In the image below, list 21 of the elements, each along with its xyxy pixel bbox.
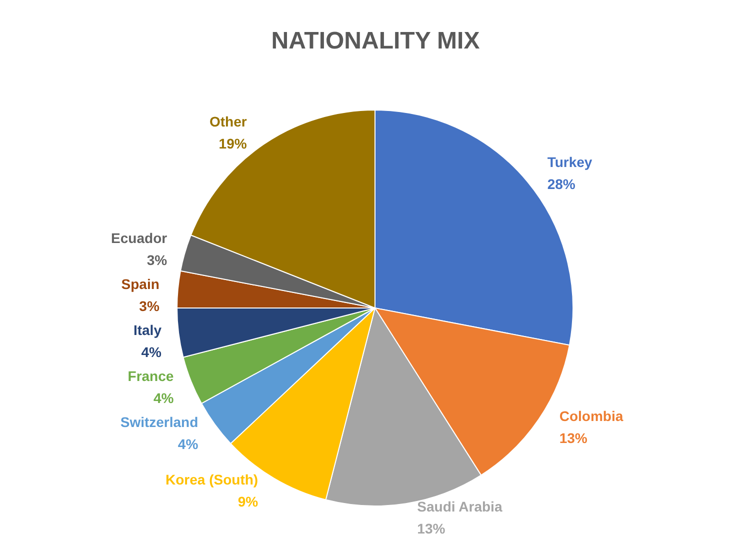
data-label: 4% [178,436,199,452]
data-label: 28% [547,176,576,192]
slice-label: Korea (South) [166,471,258,488]
data-label: 3% [139,298,160,314]
data-label: 4% [141,344,162,360]
slice-label: Spain [121,276,160,292]
slice-label: Saudi Arabia [417,498,502,514]
slice-label: Ecuador [111,230,168,246]
data-label: 13% [417,520,446,536]
data-label: 19% [218,136,248,152]
data-label: 13% [559,430,588,446]
slice-label: Other [209,114,248,130]
slice-label: Switzerland [120,414,198,430]
slice-label: Italy [133,322,162,338]
slice-label: France [128,368,174,384]
data-label: 4% [153,390,174,406]
data-label: 3% [146,252,168,268]
slice-label: Colombia [559,408,624,424]
data-label: 9% [238,493,259,510]
chart-title: NATIONALITY MIX [271,28,480,54]
slice-label: Turkey [547,154,592,170]
